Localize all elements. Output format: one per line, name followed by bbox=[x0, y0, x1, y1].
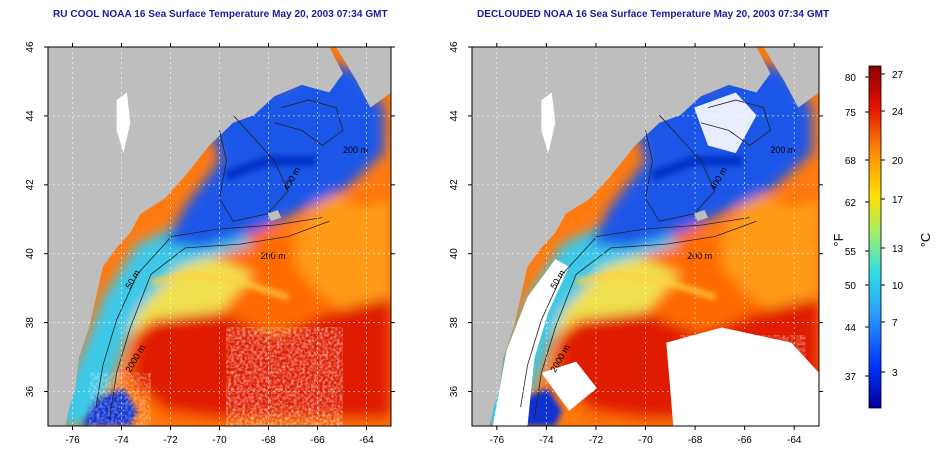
fahrenheit-tick-label: 37 bbox=[845, 372, 857, 383]
x-tick-label: -76 bbox=[490, 435, 505, 446]
x-tick-label: -66 bbox=[737, 435, 752, 446]
x-tick-label: -68 bbox=[261, 435, 276, 446]
fahrenheit-tick-label: 44 bbox=[845, 323, 857, 334]
x-tick-label: -64 bbox=[787, 435, 802, 446]
inland-lake bbox=[116, 92, 131, 154]
isobath-1 bbox=[109, 220, 330, 419]
fahrenheit-tick-label: 62 bbox=[845, 198, 857, 209]
bathymetry-contours bbox=[520, 99, 771, 419]
y-tick-label: 36 bbox=[449, 386, 460, 398]
celsius-tick-label: 24 bbox=[892, 107, 904, 118]
y-tick-label: 40 bbox=[449, 248, 460, 260]
isobath-4 bbox=[700, 99, 771, 146]
fahrenheit-tick-label: 50 bbox=[845, 281, 857, 292]
fahrenheit-tick-label: 55 bbox=[845, 247, 857, 258]
warm-filament bbox=[575, 271, 716, 300]
fahrenheit-tick-label: 68 bbox=[845, 156, 857, 167]
masked-sw bbox=[541, 361, 597, 411]
nova-scotia bbox=[763, 47, 819, 108]
x-tick-label: -74 bbox=[539, 435, 554, 446]
nova-scotia bbox=[336, 47, 391, 108]
celsius-tick-label: 13 bbox=[892, 244, 904, 255]
y-tick-label: 40 bbox=[25, 248, 36, 260]
x-tick-label: -68 bbox=[688, 435, 703, 446]
isobath-1 bbox=[534, 220, 757, 419]
x-tick-label: -76 bbox=[65, 435, 80, 446]
fahrenheit-ticks: 80 75 68 62 55 50 44 37 bbox=[845, 73, 869, 383]
isobath-label: 200 m bbox=[687, 251, 712, 261]
cold-core bbox=[650, 155, 743, 181]
eastern-orange bbox=[295, 191, 391, 320]
fahrenheit-tick-label: 75 bbox=[845, 108, 857, 119]
y-tick-label: 42 bbox=[25, 179, 36, 191]
masked-gulf bbox=[694, 92, 757, 154]
left-panel-title: RU COOL NOAA 16 Sea Surface Temperature … bbox=[53, 9, 388, 20]
graticule bbox=[472, 47, 819, 426]
mask-speckle bbox=[680, 335, 806, 426]
y-tick-label: 38 bbox=[449, 317, 460, 329]
y-tick-label: 36 bbox=[25, 386, 36, 398]
x-tick-label: -70 bbox=[638, 435, 653, 446]
isobath-3 bbox=[219, 114, 289, 222]
temperature-colorbar: 80 75 68 62 55 50 44 37 27 24 20 17 13 10 7 3 °F °C bbox=[831, 65, 933, 409]
celsius-unit-label: °C bbox=[918, 233, 933, 248]
isobath-label: 200 m bbox=[770, 145, 795, 155]
celsius-tick-label: 20 bbox=[892, 156, 904, 167]
fahrenheit-tick-label: 80 bbox=[845, 73, 857, 84]
bathymetry-contours bbox=[95, 99, 344, 419]
celsius-ticks: 27 24 20 17 13 10 7 3 bbox=[881, 70, 904, 379]
x-tick-label: -66 bbox=[310, 435, 325, 446]
cold-core bbox=[224, 155, 316, 181]
celsius-tick-label: 17 bbox=[892, 195, 904, 206]
celsius-tick-label: 3 bbox=[892, 368, 898, 379]
graticule bbox=[48, 47, 391, 426]
isobath-3 bbox=[645, 114, 716, 222]
y-tick-label: 38 bbox=[25, 317, 36, 329]
cloud-speckle-sw bbox=[89, 372, 151, 426]
isobath-2 bbox=[95, 217, 323, 408]
eastern-orange bbox=[721, 191, 819, 320]
x-tick-label: -70 bbox=[212, 435, 227, 446]
colorbar-ramp bbox=[868, 65, 882, 409]
right-panel-title: DECLOUDED NOAA 16 Sea Surface Temperatur… bbox=[477, 9, 830, 20]
y-tick-label: 46 bbox=[25, 41, 36, 53]
x-tick-label: -72 bbox=[589, 435, 604, 446]
warm-filament bbox=[150, 271, 289, 300]
isobath-2 bbox=[520, 217, 750, 408]
inland-lake bbox=[541, 92, 556, 154]
cloud-speckle bbox=[226, 327, 343, 426]
isobath-label: 200 m bbox=[343, 145, 368, 155]
fahrenheit-unit-label: °F bbox=[831, 233, 846, 246]
y-tick-label: 42 bbox=[449, 179, 460, 191]
isobath-label: 200 m bbox=[261, 251, 286, 261]
y-tick-label: 44 bbox=[449, 110, 460, 122]
celsius-tick-label: 27 bbox=[892, 70, 904, 81]
x-tick-label: -74 bbox=[114, 435, 129, 446]
island bbox=[267, 210, 282, 222]
isobath-4 bbox=[274, 99, 344, 146]
y-tick-label: 46 bbox=[449, 41, 460, 53]
celsius-tick-label: 7 bbox=[892, 318, 898, 329]
y-tick-label: 44 bbox=[25, 110, 36, 122]
celsius-tick-label: 10 bbox=[892, 281, 904, 292]
x-tick-label: -64 bbox=[359, 435, 374, 446]
island bbox=[694, 210, 708, 222]
x-tick-label: -72 bbox=[163, 435, 178, 446]
